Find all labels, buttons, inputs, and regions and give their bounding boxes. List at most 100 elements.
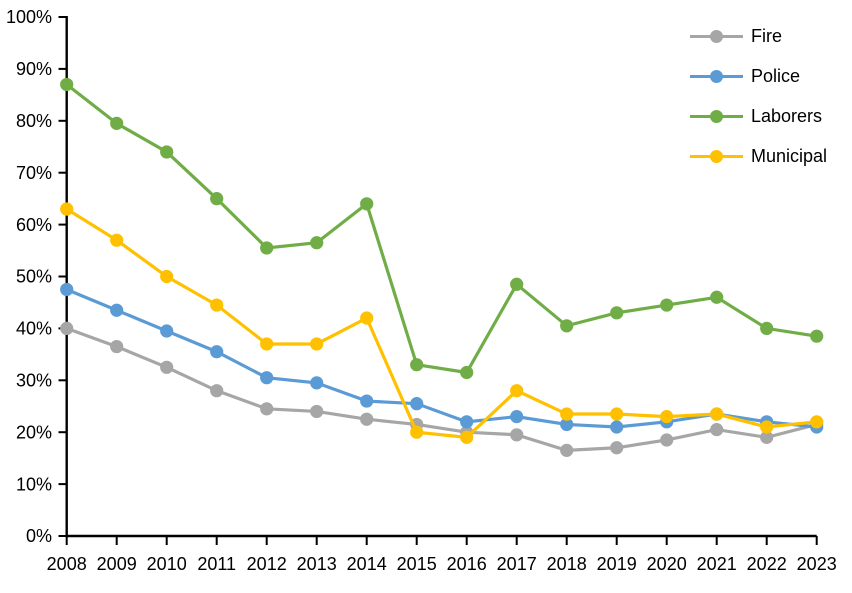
series-laborers-point-2012 [260,241,274,255]
y-tick-label: 30% [16,371,52,391]
series-fire-point-2017 [510,428,524,442]
series-police-point-2011 [210,345,224,359]
legend-marker-police-icon [690,69,743,83]
series-police-point-2018 [560,417,574,432]
series-police [60,282,824,434]
series-laborers [60,77,824,380]
y-tick-label: 40% [16,319,52,339]
series-fire-point-2012 [260,402,274,416]
series-fire-point-2014 [360,412,374,426]
x-tick-label: 2017 [497,554,537,574]
series-laborers-point-2010 [160,145,174,159]
series-fire-point-2020 [660,433,674,447]
series-municipal-point-2018 [560,407,574,421]
legend-label-fire: Fire [751,25,782,46]
series-municipal-point-2023 [810,415,824,429]
series-laborers-point-2011 [210,192,224,206]
series-fire-point-2018 [560,443,574,457]
x-tick-label: 2016 [447,554,487,574]
series-fire-point-2008 [60,321,74,335]
legend-dot-municipal [710,149,723,163]
series-laborers-point-2008 [60,77,74,92]
series-municipal-point-2013 [310,337,324,351]
series-municipal-point-2015 [410,425,424,439]
series-police-point-2014 [360,394,374,408]
series-municipal-point-2017 [510,384,524,398]
series-municipal-point-2010 [160,269,174,284]
series-police-point-2010 [160,324,174,338]
series-fire-point-2010 [160,360,174,374]
series-fire [60,321,824,457]
y-tick-label: 90% [16,59,52,79]
series-police-point-2008 [60,282,74,297]
legend-dot-police [710,69,723,83]
series-laborers-point-2009 [110,116,124,130]
y-tick-label: 70% [16,163,52,183]
series-police-point-2017 [510,410,524,424]
series-police-point-2013 [310,376,324,390]
series-fire-point-2022 [760,430,774,444]
y-tick-label: 80% [16,111,52,131]
x-tick-label: 2019 [597,554,637,574]
series-municipal-point-2020 [660,410,674,424]
x-tick-label: 2010 [147,554,187,574]
x-tick-label: 2013 [297,554,337,574]
y-tick-label: 60% [16,215,52,235]
series-laborers-point-2013 [310,236,324,250]
x-tick-label: 2015 [397,554,437,574]
y-tick-label: 10% [16,474,52,494]
series-municipal-point-2019 [610,407,624,421]
legend-dot-fire [710,29,723,43]
x-tick-label: 2022 [747,554,787,574]
x-tick-label: 2023 [797,554,837,574]
series-fire-point-2021 [710,423,724,437]
y-tick-label: 20% [16,422,52,442]
series-fire-point-2011 [210,384,224,398]
series-municipal-point-2014 [360,311,374,325]
series-police-point-2012 [260,371,274,385]
series-police-point-2009 [110,303,124,317]
series-municipal-line [65,207,817,440]
series-fire-point-2013 [310,404,324,419]
series-fire-line [66,326,818,452]
x-tick-label: 2008 [47,554,87,574]
series-municipal-point-2016 [460,430,474,444]
y-tick-label: 100% [6,7,52,27]
x-tick-label: 2012 [247,554,287,574]
legend-item-municipal: Municipal [690,136,827,176]
series-laborers-point-2016 [460,365,474,380]
series-laborers-line [65,83,817,375]
y-tick-label: 0% [26,526,52,546]
legend-item-laborers: Laborers [690,96,827,136]
x-tick-label: 2021 [697,554,737,574]
series-police-point-2019 [610,420,624,434]
legend-label-municipal: Municipal [751,145,828,166]
legend-marker-laborers-icon [690,109,743,123]
legend-item-police: Police [690,56,827,96]
chart-legend: Fire Police Laborers Municipal [690,16,827,176]
legend-dot-laborers [710,109,723,123]
series-fire-point-2009 [110,339,124,354]
series-laborers-point-2017 [510,277,524,291]
y-tick-label: 50% [16,267,52,287]
x-tick-label: 2018 [547,554,587,574]
x-tick-label: 2011 [197,554,236,574]
series-police-point-2015 [410,397,424,411]
series-municipal-point-2009 [110,233,124,247]
series-laborers-point-2021 [710,290,724,304]
series-laborers-point-2020 [660,298,674,312]
series-municipal-point-2012 [260,337,274,351]
series-municipal-point-2011 [210,298,224,312]
legend-marker-municipal-icon [690,149,743,163]
series-laborers-point-2019 [610,306,624,320]
series-laborers-point-2018 [560,319,574,333]
series-laborers-point-2022 [760,321,774,335]
series-laborers-point-2023 [810,329,824,343]
series-municipal [60,202,824,444]
series-police-point-2016 [460,415,474,429]
legend-item-fire: Fire [690,16,827,56]
legend-label-police: Police [751,65,801,86]
series-municipal-point-2008 [60,202,74,216]
x-tick-label: 2009 [97,554,137,574]
